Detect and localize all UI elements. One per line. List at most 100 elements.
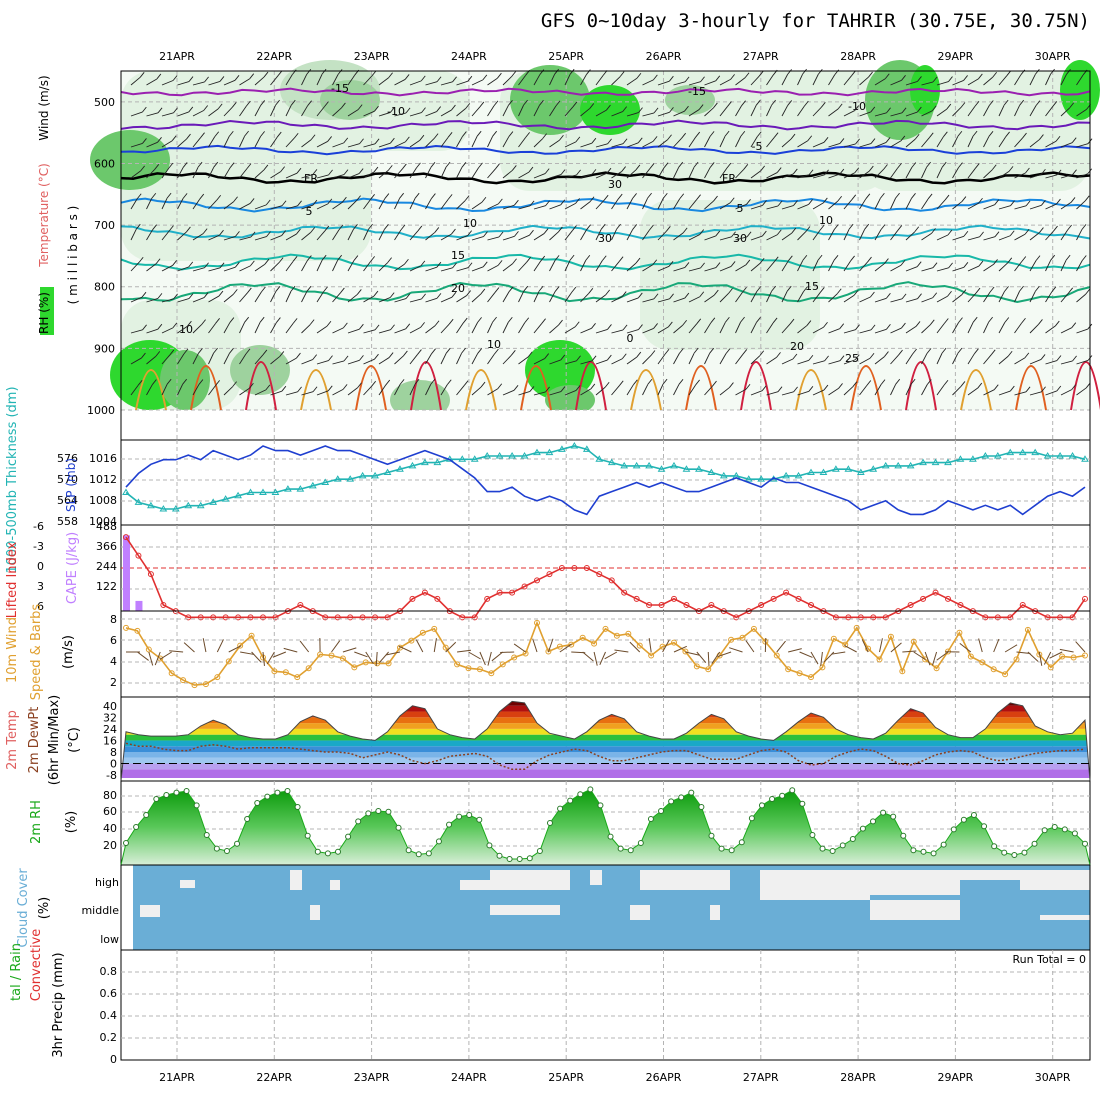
lifted-index-point xyxy=(832,614,839,621)
upper-wind-barb-flag xyxy=(669,293,674,300)
thickness-point xyxy=(495,451,504,459)
lifted-index-point xyxy=(123,534,129,541)
upper-wind-barb xyxy=(518,137,527,148)
upper-wind-barb xyxy=(177,81,190,86)
lifted-index-point xyxy=(260,614,266,621)
upper-wind-barb xyxy=(859,198,867,210)
upper-wind-barb-flag xyxy=(773,132,779,138)
upper-wind-barb xyxy=(378,142,391,148)
lifted-index-point xyxy=(845,614,852,621)
upper-wind-barb xyxy=(564,174,577,179)
thickness-point xyxy=(869,465,878,472)
upper-wind-barb-flag xyxy=(682,227,688,234)
upper-wind-barb-flag xyxy=(819,224,825,231)
upper-wind-barb-flag xyxy=(745,383,751,390)
upper-wind-barb xyxy=(921,198,929,210)
upper-wind-barb-flag xyxy=(357,382,362,389)
contour-label: 10 xyxy=(819,214,833,227)
upper-wind-barb-flag xyxy=(682,319,688,326)
upper-wind-barb xyxy=(1060,389,1072,396)
upper-wind-barb xyxy=(192,384,200,396)
upper-wind-barb-flag xyxy=(1004,286,1009,292)
upper-wind-barb-flag xyxy=(870,106,876,113)
surface-wind-barb xyxy=(662,639,670,653)
warm-contour xyxy=(905,361,937,411)
upper-wind-barb xyxy=(781,173,794,179)
lifted-index-point xyxy=(658,602,665,608)
rh-point xyxy=(597,802,604,809)
upper-wind-barb-flag xyxy=(572,101,578,108)
upper-wind-barb-flag xyxy=(653,323,658,329)
rh-point xyxy=(960,816,967,823)
upper-wind-barb-flag xyxy=(914,133,920,140)
upper-wind-barb-flag xyxy=(526,256,532,263)
upper-wind-barb xyxy=(936,199,946,210)
upper-wind-barb-flag xyxy=(805,226,811,232)
upper-wind-barb-flag xyxy=(820,102,826,108)
upper-ylabel-unit: ( m i l l i b a r s ) xyxy=(66,206,80,305)
upper-wind-barb-flag xyxy=(709,347,715,354)
upper-wind-barb-flag xyxy=(157,293,163,299)
upper-wind-barb-flag xyxy=(756,131,762,138)
surface-wind-barb xyxy=(614,649,629,653)
upper-wind-barb xyxy=(688,296,700,303)
warm-contour xyxy=(685,365,717,411)
upper-wind-barb-flag xyxy=(652,136,658,142)
upper-wind-barb-flag xyxy=(1056,169,1062,176)
thickness-point xyxy=(670,461,678,469)
upper-wind-barb xyxy=(673,384,680,396)
thickness-point xyxy=(682,465,691,472)
upper-ylabel-rh: RH (%) xyxy=(37,292,51,334)
lifted-index-point xyxy=(272,614,279,621)
contour-label: -5 xyxy=(752,140,763,153)
upper-wind-barb xyxy=(1060,259,1067,272)
upper-wind-barb-flag xyxy=(340,287,345,294)
upper-wind-barb-flag xyxy=(229,348,234,354)
upper-wind-barb xyxy=(378,329,391,334)
upper-wind-barb xyxy=(828,173,840,179)
upper-wind-barb xyxy=(905,138,916,148)
upper-wind-barb-flag xyxy=(591,137,597,144)
upper-wind-barb xyxy=(146,356,157,365)
upper-wind-barb xyxy=(874,384,882,396)
upper-wind-barb-flag xyxy=(337,69,343,75)
upper-wind-barb xyxy=(859,385,868,396)
upper-wind-barb-flag xyxy=(245,100,251,107)
upper-wind-barb-flag xyxy=(837,195,843,202)
upper-wind-barb xyxy=(471,79,484,86)
upper-wind-barb-flag xyxy=(713,102,718,109)
date-label-bottom: 28APR xyxy=(840,1071,876,1084)
upper-wind-barb xyxy=(378,111,391,117)
rh-point xyxy=(516,856,523,862)
cloud-clear-cell xyxy=(310,905,320,920)
upper-wind-barb-flag xyxy=(356,195,361,201)
upper-wind-barb xyxy=(394,384,401,396)
upper-wind-barb xyxy=(1029,173,1042,179)
upper-wind-barb xyxy=(502,291,510,303)
upper-wind-barb xyxy=(223,322,231,334)
upper-wind-barb xyxy=(363,171,375,179)
upper-wind-barb xyxy=(967,202,979,210)
upper-wind-barb-flag xyxy=(1006,70,1012,77)
wind-speed-point xyxy=(362,659,369,666)
upper-wind-barb xyxy=(657,383,664,396)
upper-wind-barb xyxy=(254,76,265,86)
upper-wind-barb-flag xyxy=(337,254,343,261)
upper-wind-barb xyxy=(549,73,556,86)
upper-wind-barb xyxy=(704,107,714,117)
cape-tick-label: 122 xyxy=(96,580,117,593)
lifted-index-point xyxy=(994,614,1001,621)
upper-wind-barb-flag xyxy=(897,225,903,231)
lifted-index-point xyxy=(409,595,416,602)
upper-wind-barb xyxy=(363,110,375,117)
upper-wind-barb xyxy=(859,228,866,241)
upper-wind-barb-flag xyxy=(884,258,889,264)
surface-wind-barb xyxy=(468,651,481,660)
upper-wind-barb xyxy=(673,167,680,179)
upper-wind-barb xyxy=(766,172,778,179)
thickness-point xyxy=(744,475,753,482)
upper-wind-barb-flag xyxy=(1056,385,1062,392)
upper-wind-barb xyxy=(828,143,841,148)
surface-wind-barb xyxy=(559,643,572,653)
upper-wind-barb xyxy=(874,229,882,241)
